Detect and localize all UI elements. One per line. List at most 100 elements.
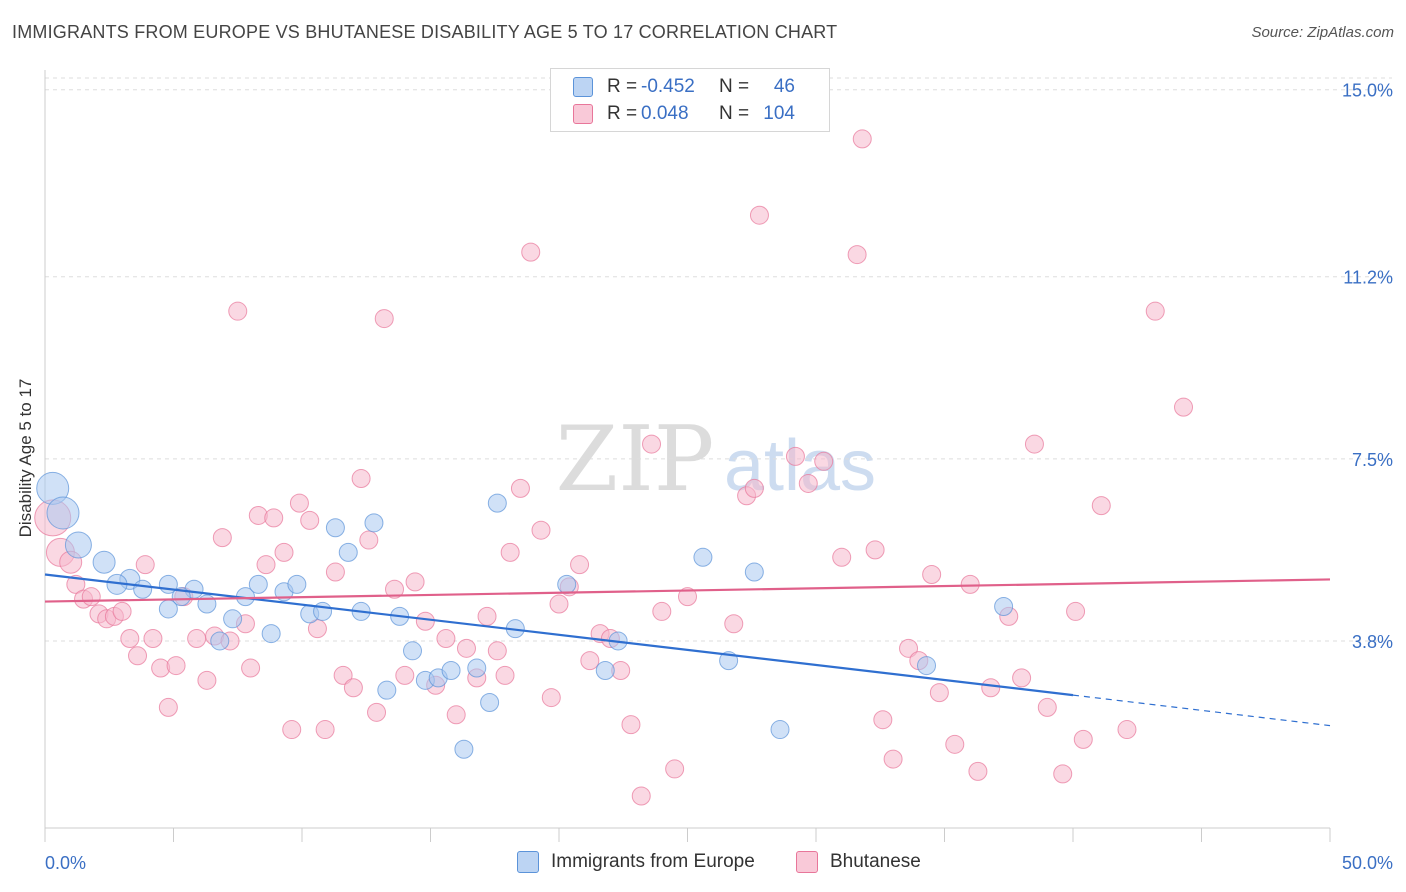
point-europe: [92, 550, 116, 574]
point-europe: [133, 579, 153, 599]
legend-row-europe: R = -0.452 N = 46: [573, 74, 795, 100]
bottom-legend-swatch-europe: [517, 851, 539, 873]
point-bhutanese: [929, 683, 949, 703]
point-bhutanese: [631, 786, 651, 806]
trendline-bhutanese: [44, 578, 1331, 603]
point-bhutanese: [256, 555, 276, 575]
point-bhutanese: [1091, 496, 1111, 516]
point-europe: [454, 739, 474, 759]
point-bhutanese: [289, 493, 309, 513]
bottom-legend-label-bhutanese: Bhutanese: [830, 851, 921, 872]
point-bhutanese: [315, 720, 335, 740]
point-bhutanese: [852, 129, 872, 149]
point-europe: [480, 692, 500, 712]
point-bhutanese: [197, 670, 217, 690]
x-tick-label: 50.0%: [1342, 853, 1393, 873]
point-bhutanese: [81, 587, 101, 607]
point-bhutanese: [374, 309, 394, 329]
point-bhutanese: [899, 638, 919, 658]
bottom-legend-swatch-bhutanese: [796, 851, 818, 873]
point-bhutanese: [678, 587, 697, 607]
point-bhutanese: [143, 629, 163, 648]
point-europe: [595, 660, 615, 680]
legend-r-value: 0.048: [641, 103, 689, 124]
point-bhutanese: [120, 629, 140, 648]
point-europe: [441, 660, 461, 680]
legend: R = -0.452 N = 46 R = 0.048 N = 104: [550, 68, 830, 132]
point-bhutanese: [307, 619, 327, 639]
legend-n-label: N =: [719, 76, 750, 97]
point-bhutanese: [922, 565, 942, 585]
point-europe: [338, 542, 358, 562]
point-bhutanese: [367, 702, 387, 722]
point-europe: [287, 574, 307, 594]
point-bhutanese: [665, 759, 685, 779]
legend-swatch-europe: [573, 77, 593, 97]
point-bhutanese: [642, 434, 662, 454]
point-bhutanese: [395, 665, 415, 685]
legend-r-value: -0.452: [641, 76, 695, 97]
point-europe: [325, 518, 345, 538]
chart-title: IMMIGRANTS FROM EUROPE VS BHUTANESE DISA…: [12, 22, 838, 42]
point-bhutanese: [981, 678, 1001, 698]
point-bhutanese: [798, 473, 818, 493]
point-bhutanese: [135, 555, 155, 575]
point-bhutanese: [570, 555, 590, 575]
point-europe: [693, 547, 713, 567]
point-europe: [917, 656, 937, 676]
point-europe: [377, 680, 397, 700]
point-bhutanese: [477, 606, 497, 626]
point-bhutanese: [359, 530, 379, 550]
point-bhutanese: [744, 478, 764, 498]
point-bhutanese: [436, 629, 456, 648]
point-bhutanese: [456, 638, 476, 658]
point-europe: [248, 574, 268, 594]
point-bhutanese: [847, 245, 867, 265]
point-europe: [487, 493, 507, 513]
point-bhutanese: [832, 547, 852, 567]
point-bhutanese: [1174, 397, 1194, 417]
point-bhutanese: [531, 520, 551, 540]
point-bhutanese: [945, 734, 965, 754]
y-tick-label: 11.2%: [1343, 268, 1393, 288]
point-bhutanese: [446, 705, 466, 725]
point-bhutanese: [883, 749, 903, 769]
point-europe: [994, 597, 1014, 617]
point-bhutanese: [495, 665, 515, 685]
point-bhutanese: [66, 574, 86, 594]
y-tick-label: 15.0%: [1342, 81, 1393, 101]
point-bhutanese: [415, 611, 435, 631]
point-bhutanese: [187, 629, 207, 648]
point-bhutanese: [1117, 720, 1137, 740]
point-bhutanese: [325, 562, 345, 582]
x-tick-label: 0.0%: [45, 853, 86, 873]
point-bhutanese: [241, 658, 261, 678]
point-bhutanese: [158, 697, 178, 717]
point-bhutanese: [274, 542, 294, 562]
point-bhutanese: [228, 301, 248, 321]
point-europe: [403, 641, 423, 661]
point-bhutanese: [873, 710, 893, 730]
point-bhutanese: [487, 641, 507, 661]
point-bhutanese: [749, 205, 769, 225]
point-bhutanese: [300, 510, 320, 530]
legend-n-label: N =: [719, 103, 750, 124]
point-bhutanese: [264, 508, 284, 528]
point-bhutanese: [1037, 697, 1057, 717]
point-bhutanese: [724, 614, 744, 634]
point-bhutanese: [333, 665, 353, 685]
point-bhutanese: [865, 540, 885, 560]
point-bhutanese: [1024, 434, 1044, 454]
point-bhutanese: [968, 761, 988, 781]
point-europe: [770, 720, 790, 740]
point-bhutanese: [166, 656, 186, 676]
y-axis-title: Disability Age 5 to 17: [16, 378, 35, 538]
legend-r-label: R =: [607, 76, 638, 97]
point-europe: [46, 496, 80, 530]
point-bhutanese: [521, 242, 541, 262]
point-europe: [261, 624, 281, 644]
point-bhutanese: [1073, 729, 1093, 749]
point-bhutanese: [1012, 668, 1032, 688]
legend-n-value: 46: [773, 76, 795, 97]
point-bhutanese: [960, 574, 980, 594]
